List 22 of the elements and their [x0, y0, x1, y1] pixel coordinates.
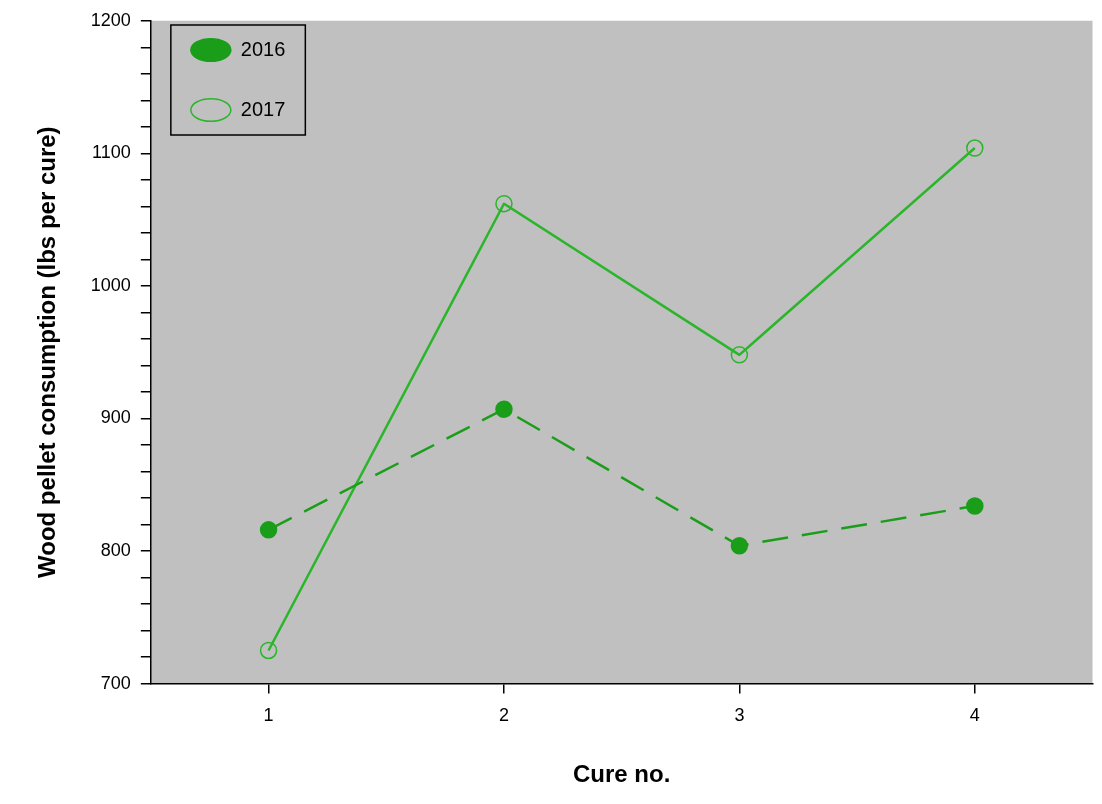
legend-label: 2016 [240, 37, 286, 60]
y-axis-title: Wood pellet consumption (lbs per cure) [33, 126, 61, 578]
y-tick-label: 1100 [92, 142, 131, 163]
point [495, 400, 513, 418]
x-axis-title: Cure no. [573, 760, 671, 788]
legend-label: 2017 [240, 97, 286, 120]
y-tick-label: 1000 [90, 274, 131, 295]
y-tick-label: 800 [100, 540, 131, 561]
point [966, 497, 984, 515]
point [259, 641, 278, 660]
y-tick-label: 1200 [90, 9, 131, 30]
y-tick-label: 900 [100, 407, 131, 428]
x-tick-label: 1 [263, 705, 274, 726]
x-tick-label: 2 [498, 705, 509, 726]
point [730, 346, 749, 364]
x-tick-label: 4 [969, 705, 980, 726]
point [259, 521, 278, 539]
point [730, 536, 749, 555]
point [495, 194, 513, 213]
x-tick-label: 3 [734, 705, 745, 726]
y-tick-label: 700 [100, 672, 131, 693]
point [966, 139, 984, 157]
